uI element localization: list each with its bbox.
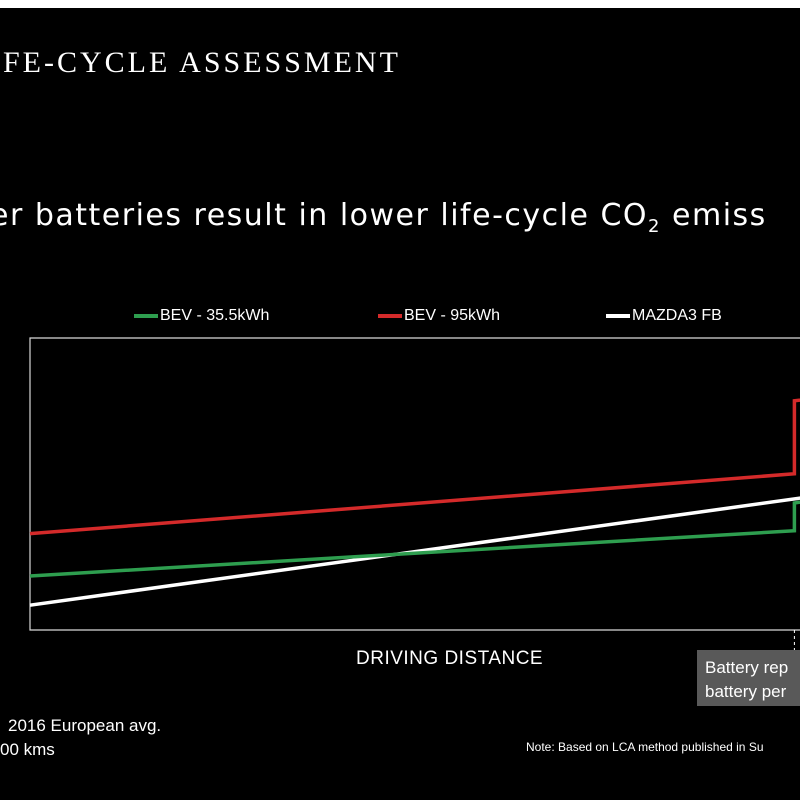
annotation-text: Battery rep battery per <box>705 658 789 701</box>
series-line-bev-95kwh <box>29 398 800 536</box>
headline: er batteries result in lower life-cycle … <box>0 198 800 237</box>
headline-text: er batteries result in lower life-cycle … <box>0 198 649 233</box>
legend-item-bev-35: BEV - 35.5kWh <box>134 306 269 326</box>
top-bar <box>0 0 800 8</box>
legend-item-bev-95: BEV - 95kWh <box>378 306 500 326</box>
footnote-line1: 2016 European avg. <box>8 716 162 735</box>
series-line-bev-35-5kwh <box>29 500 800 578</box>
legend-label-mazda3: MAZDA3 FB <box>632 307 722 324</box>
legend-item-mazda3: MAZDA3 FB <box>606 306 722 326</box>
legend-swatch-bev-35 <box>134 314 158 318</box>
section-title: IFE-CYCLE ASSESSMENT <box>0 46 401 79</box>
footnote-note: Note: Based on LCA method published in S… <box>526 740 764 754</box>
legend-label-bev-35: BEV - 35.5kWh <box>160 307 270 324</box>
footnote-line2: 00 kms <box>0 740 55 759</box>
headline-text-end: emiss <box>660 198 767 233</box>
series-line-mazda3-fb <box>29 496 800 607</box>
legend-swatch-bev-95 <box>378 314 402 318</box>
plot-frame <box>29 337 800 631</box>
legend-swatch-mazda3 <box>606 314 630 318</box>
x-axis-label: DRIVING DISTANCE <box>356 648 544 669</box>
annotation-box: Battery rep battery per <box>697 650 800 706</box>
headline-subscript: 2 <box>648 216 661 237</box>
legend-label-bev-95: BEV - 95kWh <box>404 307 501 324</box>
